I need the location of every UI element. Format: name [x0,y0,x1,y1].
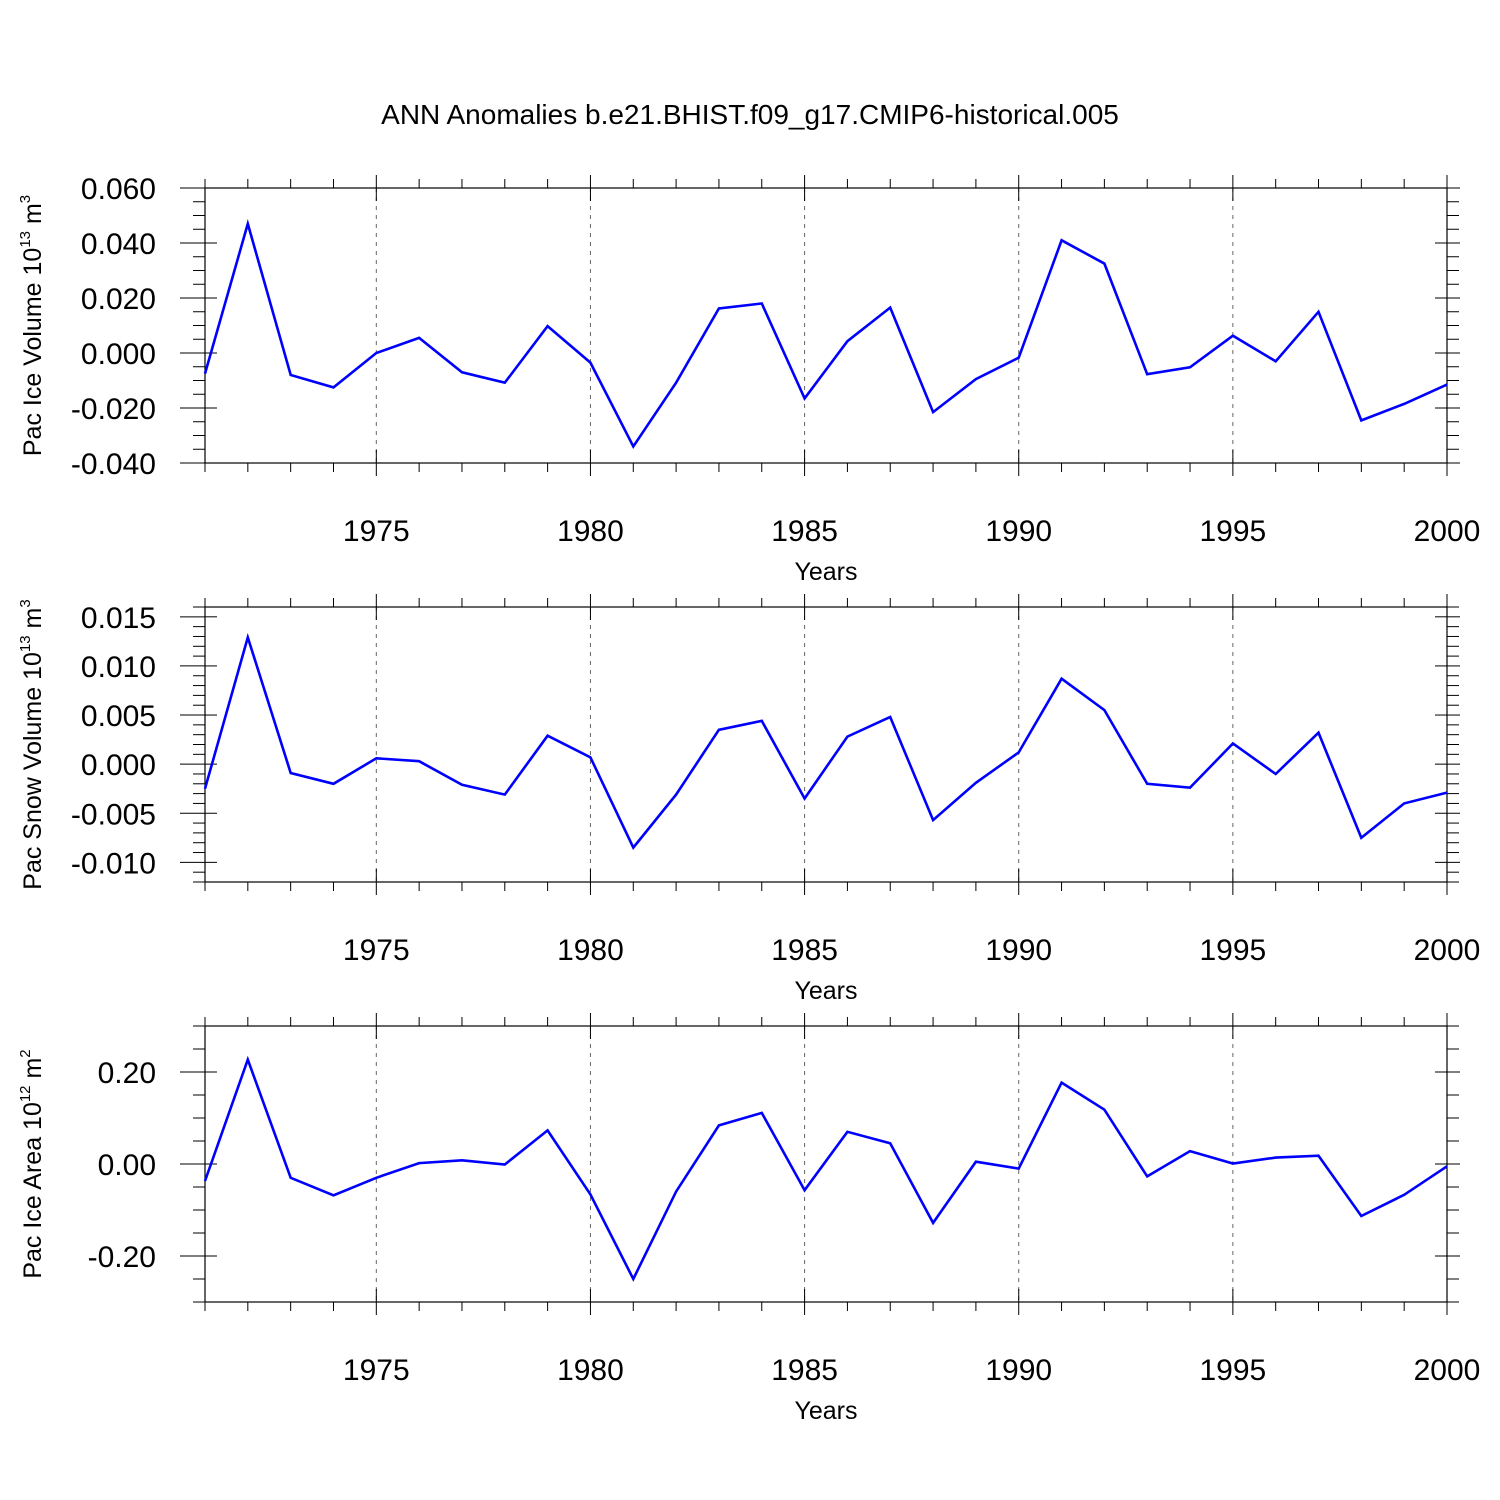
x-tick-label: 1980 [557,934,624,967]
y-axis-title-superscript: 12 [17,1085,34,1102]
y-tick-label: 0.000 [81,338,156,371]
y-axis-title-part: Pac Snow Volume 10 [19,652,47,890]
panel-2: 1975 1980 1985 1990 1995 2000 -0.010 -0.005 0.00… [17,594,1480,1005]
x-tick-label: 1985 [771,1354,838,1387]
y-tick-label: 0.00 [98,1149,156,1182]
y-axis-title-part: m [19,608,47,636]
x-tick-label: 1975 [343,934,410,967]
panel-3: 1975 1980 1985 1990 1995 2000 -0.20 0.00 0.20 Yea… [17,1013,1480,1425]
x-tick-label: 1990 [985,515,1052,548]
y-axis-title-part: m [19,203,47,231]
x-tick-label: 2000 [1414,515,1481,548]
x-axis-title: Years [794,977,857,1005]
x-tick-label: 1980 [557,1354,624,1387]
series-line [203,219,1448,450]
y-tick-label: 0.060 [81,173,156,206]
series-line [203,1055,1448,1282]
x-tick-label: 1985 [771,934,838,967]
y-axis-title-part: Pac Ice Area 10 [19,1102,47,1279]
y-axis-title: Pac Ice Volume 1013 m3 [17,195,47,456]
x-axis-title: Years [794,1397,857,1425]
x-tick-label: 1995 [1199,515,1266,548]
y-axis-title-superscript: 3 [17,599,34,607]
x-tick-label: 1990 [985,934,1052,967]
x-tick-label: 2000 [1414,934,1481,967]
x-tick-label: 1975 [343,1354,410,1387]
y-tick-label: -0.20 [88,1241,156,1274]
y-tick-label: 0.000 [81,749,156,782]
y-axis-title-superscript: 3 [17,195,34,203]
x-tick-label: 1990 [985,1354,1052,1387]
series-line [203,632,1448,851]
y-tick-label: -0.020 [71,393,156,426]
y-axis-title-part: m [19,1058,47,1086]
x-tick-label: 1985 [771,515,838,548]
y-tick-label: 0.005 [81,700,156,733]
y-tick-label: 0.020 [81,283,156,316]
x-tick-label: 1995 [1199,934,1266,967]
x-tick-label: 1975 [343,515,410,548]
y-tick-label: -0.010 [71,847,156,880]
plot-frame [204,187,1448,464]
y-tick-label: 0.040 [81,228,156,261]
y-axis-title: Pac Snow Volume 1013 m3 [17,599,47,889]
y-tick-label: -0.005 [71,798,156,831]
y-axis-title-superscript: 2 [17,1049,34,1057]
y-tick-label: 0.20 [98,1057,156,1090]
y-axis-title-part: Pac Ice Volume 10 [19,248,47,456]
y-axis-title-superscript: 13 [17,635,34,652]
y-tick-label: 0.010 [81,651,156,684]
y-axis-title-superscript: 13 [17,231,34,248]
y-tick-label: 0.015 [81,602,156,635]
figure-title: ANN Anomalies b.e21.BHIST.f09_g17.CMIP6-… [381,99,1119,130]
plot-frame [204,606,1448,883]
y-axis-title: Pac Ice Area 1012 m2 [17,1049,47,1278]
x-tick-label: 1980 [557,515,624,548]
plot-frame [204,1025,1448,1303]
panels: 1975 1980 1985 1990 1995 2000 -0.040 -0.020 0.00… [17,173,1480,1425]
x-axis-title: Years [794,558,857,586]
panel-1: 1975 1980 1985 1990 1995 2000 -0.040 -0.020 0.00… [17,173,1480,586]
x-tick-label: 1995 [1199,1354,1266,1387]
x-tick-label: 2000 [1414,1354,1481,1387]
y-tick-label: -0.040 [71,448,156,481]
